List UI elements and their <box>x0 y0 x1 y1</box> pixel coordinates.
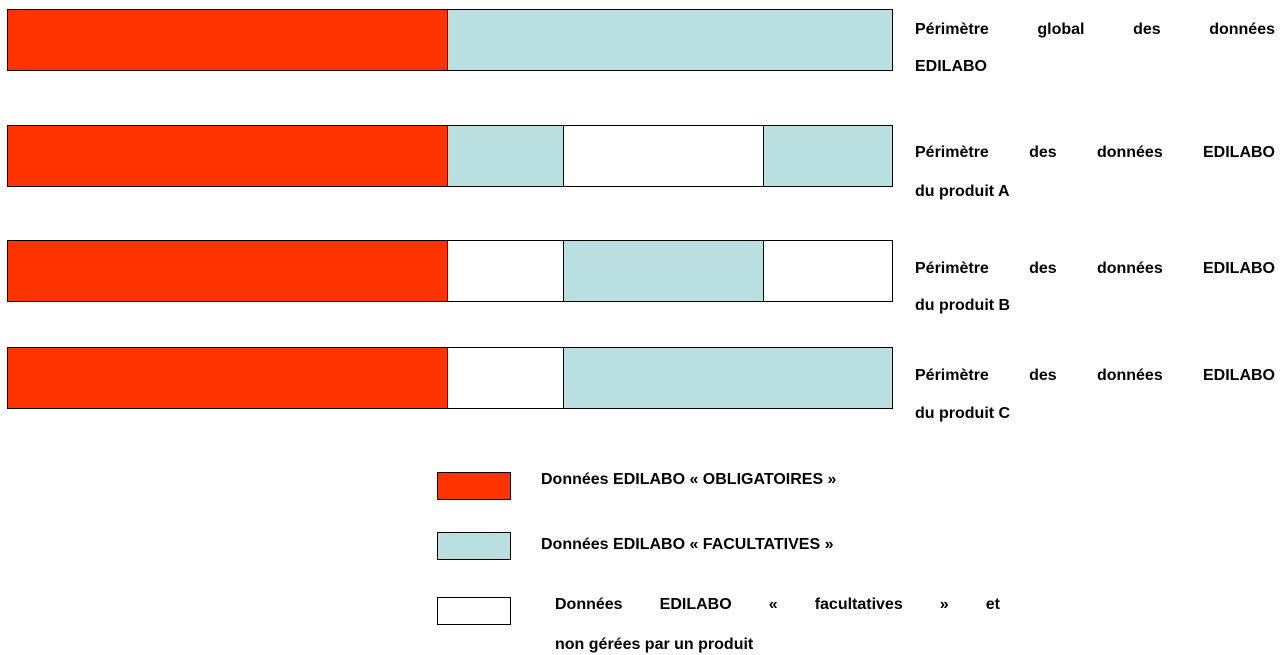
segment-optional <box>564 348 892 408</box>
row-label: du produit B <box>915 297 1011 314</box>
row-label: Périmètre global des données <box>915 21 1275 38</box>
row-label: du produit C <box>915 405 1011 422</box>
row-label: Périmètre des données EDILABO <box>915 367 1275 384</box>
legend-swatch <box>437 532 511 560</box>
row-label: Périmètre des données EDILABO <box>915 260 1275 277</box>
row-label: Périmètre des données EDILABO <box>915 144 1275 161</box>
bar <box>7 9 893 71</box>
segment-unmanaged <box>564 126 764 186</box>
segment-mandatory <box>8 10 448 70</box>
legend-label: non gérées par un produit <box>555 636 754 653</box>
segment-unmanaged <box>448 348 564 408</box>
legend-label: Données EDILABO « OBLIGATOIRES » <box>541 471 837 488</box>
bar <box>7 125 893 187</box>
bar <box>7 240 893 302</box>
legend-swatch <box>437 472 511 500</box>
bar <box>7 347 893 409</box>
legend-label: Données EDILABO « FACULTATIVES » <box>541 536 834 553</box>
segment-unmanaged <box>764 241 892 301</box>
segment-mandatory <box>8 348 448 408</box>
segment-unmanaged <box>448 241 564 301</box>
row-label: EDILABO <box>915 58 987 75</box>
segment-optional <box>564 241 764 301</box>
segment-optional <box>764 126 892 186</box>
row-label: du produit A <box>915 183 1010 200</box>
segment-optional <box>448 126 564 186</box>
segment-optional <box>448 10 892 70</box>
legend-label: Données EDILABO « facultatives » et <box>555 596 1000 613</box>
legend-swatch <box>437 597 511 625</box>
segment-mandatory <box>8 241 448 301</box>
segment-mandatory <box>8 126 448 186</box>
